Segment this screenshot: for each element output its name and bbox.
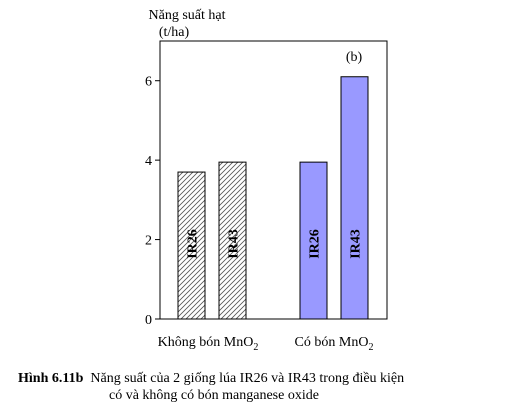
caption-line1: Năng suất của 2 giống lúa IR26 và IR43 t… bbox=[90, 371, 405, 386]
bar-label: IR43 bbox=[227, 229, 242, 259]
caption-label: Hình 6.11b bbox=[18, 371, 84, 386]
bar-label: IR26 bbox=[186, 229, 201, 259]
y-axis: 0 2 4 6 bbox=[145, 75, 160, 328]
y-tick-label: 0 bbox=[145, 313, 152, 328]
y-tick-label: 6 bbox=[145, 75, 152, 90]
panel-label: (b) bbox=[346, 50, 363, 65]
y-tick-label: 2 bbox=[145, 234, 152, 249]
y-tick-label: 4 bbox=[145, 154, 152, 169]
bars: IR26 IR43 IR26 IR43 bbox=[177, 76, 369, 320]
y-axis-title-line2: (t/ha) bbox=[159, 25, 190, 40]
bar-hatched-ir43 bbox=[218, 161, 247, 320]
bar-filled-ir26 bbox=[299, 161, 328, 320]
group-label: Có bón MnO2 bbox=[295, 335, 374, 353]
bar-filled-ir43 bbox=[340, 76, 369, 320]
group-label: Không bón MnO2 bbox=[158, 335, 259, 353]
bar-label: IR26 bbox=[308, 229, 323, 259]
y-axis-title-line1: Năng suất hạt bbox=[149, 8, 226, 23]
bar-hatched-ir26 bbox=[177, 171, 206, 320]
group-labels: Không bón MnO2 Có bón MnO2 bbox=[158, 335, 374, 353]
plot-frame bbox=[159, 40, 388, 320]
bar-label: IR43 bbox=[349, 229, 364, 259]
caption-line2: có và không có bón manganese oxide bbox=[109, 388, 319, 403]
